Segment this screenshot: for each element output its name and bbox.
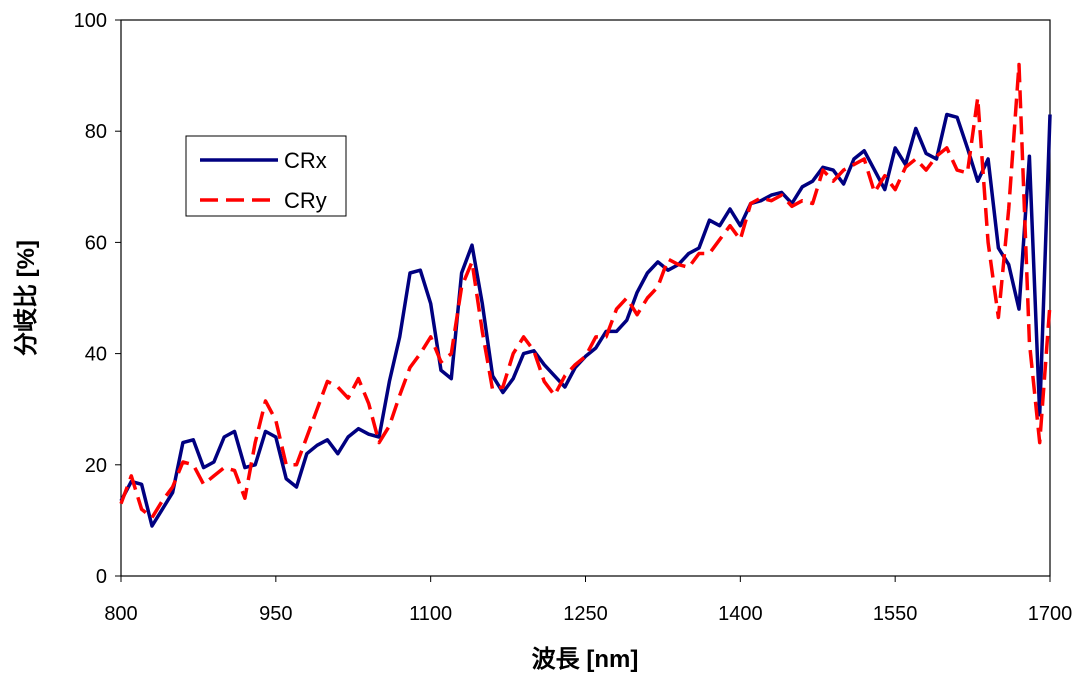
legend-label-cry: CRy [284, 188, 327, 213]
series-line-crx [119, 112, 1052, 528]
legend-label-crx: CRx [284, 148, 327, 173]
x-tick-label: 1400 [718, 603, 763, 625]
y-tick-label: 80 [85, 121, 107, 143]
legend-box [185, 135, 347, 217]
x-tick-label: 800 [104, 603, 137, 625]
y-tick-label: 60 [85, 232, 107, 254]
x-tick-label: 1550 [873, 603, 918, 625]
y-tick-label: 100 [74, 10, 107, 32]
y-tick-label: 20 [85, 455, 107, 477]
legend: CRx CRy [185, 135, 347, 217]
y-axis-title: 分岐比 [%] [13, 240, 40, 356]
series-line-cry [119, 62, 1052, 520]
y-tick-label: 40 [85, 344, 107, 366]
x-axis-title: 波長 [nm] [532, 646, 639, 673]
x-tick-label: 1700 [1028, 603, 1073, 625]
plot-area-frame [120, 19, 1051, 577]
x-tick-label: 1100 [409, 603, 452, 625]
y-tick-label: 0 [96, 566, 107, 588]
x-tick-label: 1250 [563, 603, 608, 625]
x-tick-label: 950 [259, 603, 292, 625]
